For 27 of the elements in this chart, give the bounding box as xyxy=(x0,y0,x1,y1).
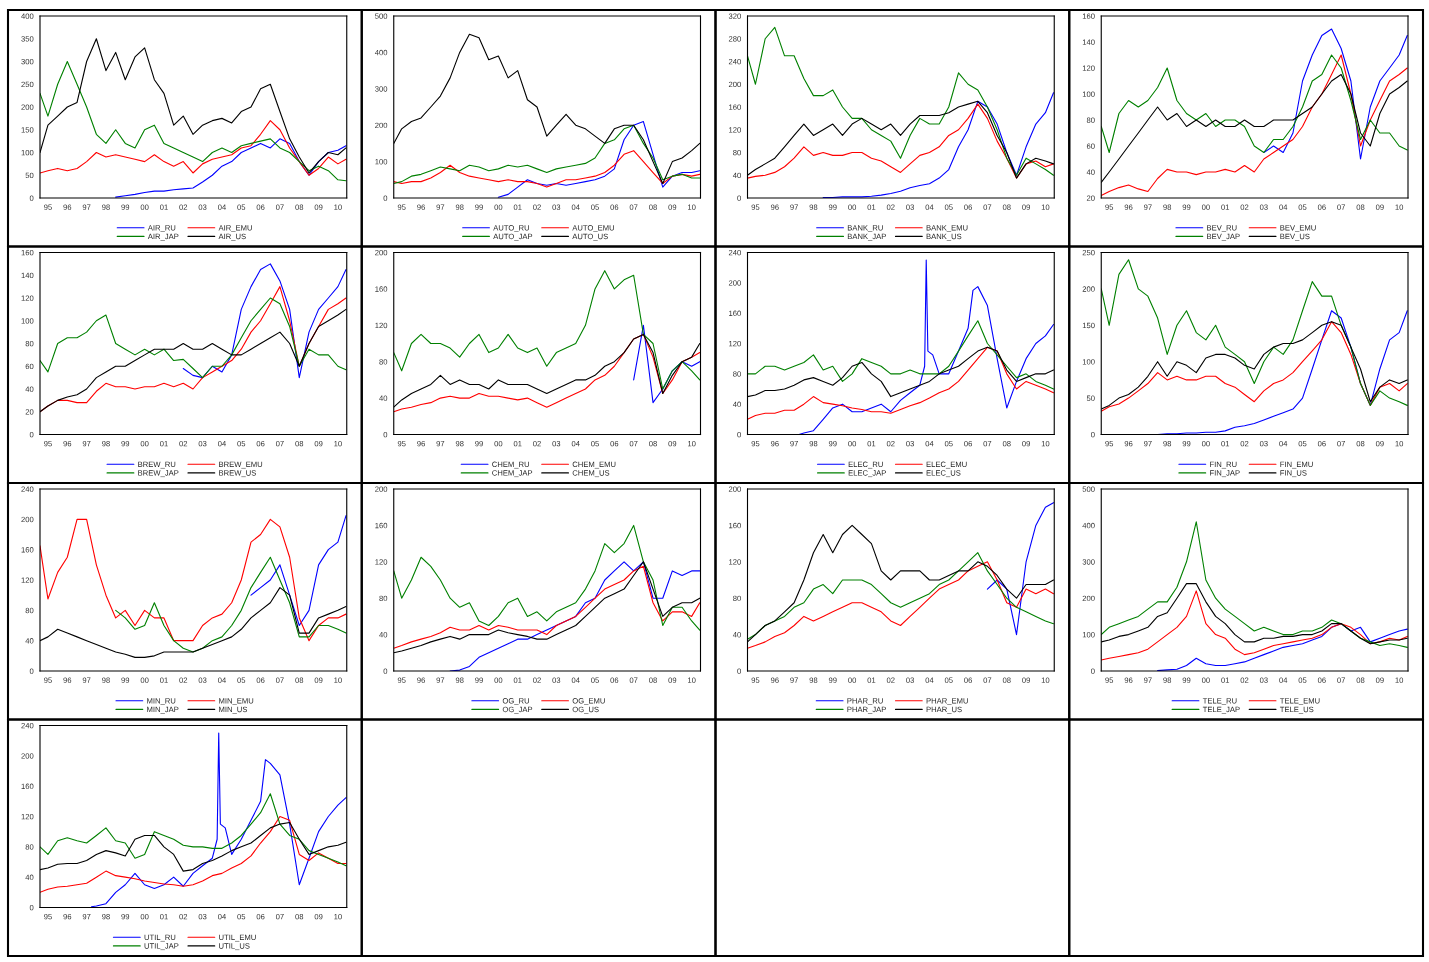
line-series xyxy=(40,518,347,642)
line-series xyxy=(497,121,701,198)
line-series xyxy=(747,26,1055,176)
line-series xyxy=(393,524,701,631)
line-series xyxy=(1101,54,1408,154)
line-series xyxy=(393,150,701,188)
line-series xyxy=(747,561,1055,649)
line-series xyxy=(798,259,1055,435)
line-series xyxy=(1101,259,1408,406)
line-series xyxy=(250,514,347,627)
line-series xyxy=(1263,28,1408,160)
line-series xyxy=(1101,521,1408,648)
line-series xyxy=(986,502,1055,636)
line-series xyxy=(115,556,347,653)
line-series xyxy=(40,60,347,182)
line-series xyxy=(393,270,701,390)
line-series xyxy=(40,120,347,176)
line-series xyxy=(393,124,701,184)
line-series xyxy=(40,793,347,867)
line-series xyxy=(90,732,347,908)
line-series xyxy=(747,320,1055,390)
line-series xyxy=(182,263,347,379)
line-series xyxy=(747,346,1055,420)
line-series xyxy=(40,815,347,893)
line-series xyxy=(747,552,1055,640)
line-series xyxy=(40,297,347,379)
line-series xyxy=(1101,590,1408,661)
